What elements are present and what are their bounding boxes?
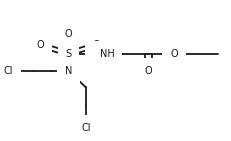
Text: Cl: Cl bbox=[3, 66, 13, 75]
Text: O: O bbox=[37, 40, 44, 50]
Text: O: O bbox=[64, 29, 72, 39]
Text: O: O bbox=[144, 66, 152, 75]
Text: O: O bbox=[170, 49, 177, 59]
Text: O: O bbox=[92, 40, 100, 50]
Text: Cl: Cl bbox=[81, 123, 90, 133]
Text: S: S bbox=[65, 49, 71, 59]
Text: NH: NH bbox=[99, 49, 114, 59]
Text: N: N bbox=[64, 66, 72, 75]
